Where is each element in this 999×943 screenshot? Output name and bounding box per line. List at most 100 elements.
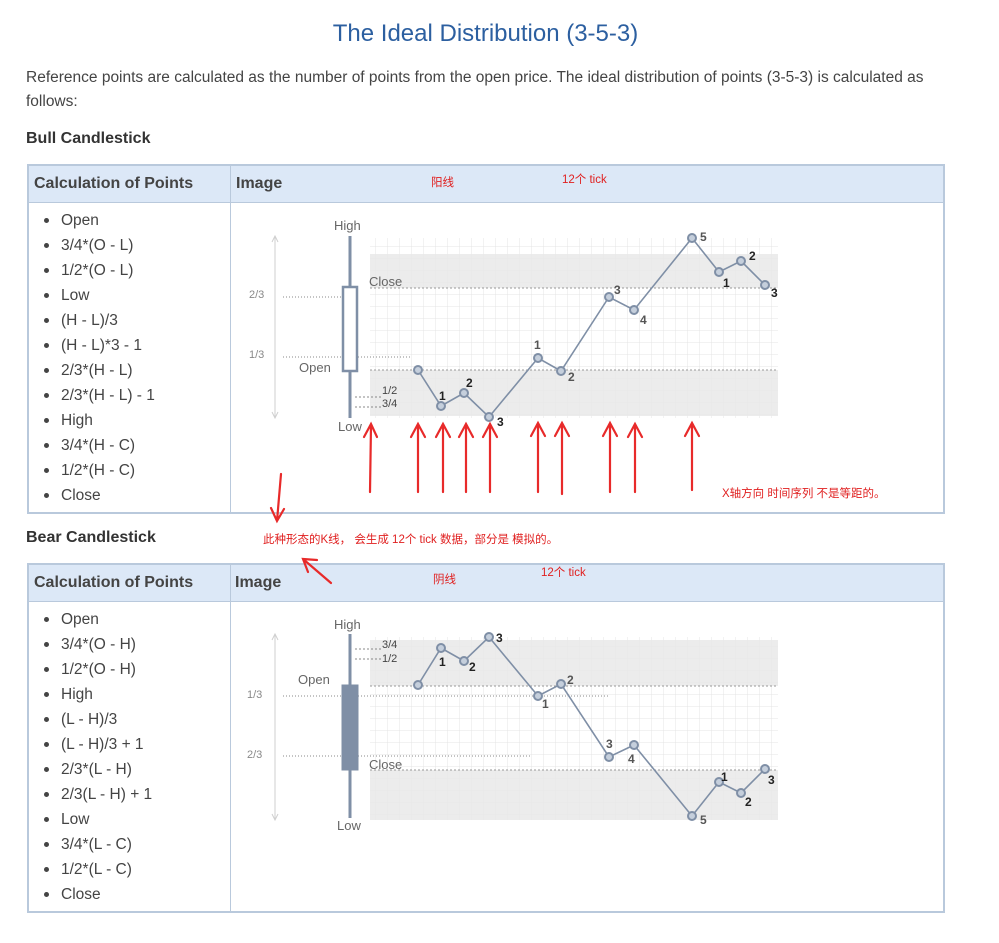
bull-point — [629, 305, 639, 315]
list-item: 2/3(L - H) + 1 — [41, 782, 152, 807]
list-item: 3/4*(O - H) — [41, 632, 152, 657]
bull-point — [736, 256, 746, 266]
list-item: Open — [41, 208, 155, 233]
bull-point-label: 3 — [497, 415, 504, 429]
bull-point-open — [413, 365, 423, 375]
list-item: 3/4*(L - C) — [41, 832, 152, 857]
bear-point-label: 3 — [768, 773, 775, 787]
bull-open-label: Open — [299, 360, 331, 375]
bull-range-arrow-up — [271, 234, 279, 243]
bull-point — [484, 412, 494, 422]
list-item: Open — [41, 607, 152, 632]
list-item: Close — [41, 882, 152, 907]
bull-chart: 2/3 1/3 High Low Open Close 1/2 3/4 1 2 … — [249, 218, 778, 434]
bear-point-open — [413, 680, 423, 690]
bear-heading: Bear Candlestick — [26, 529, 156, 546]
bull-point-label: 3 — [771, 286, 778, 300]
bull-col-image-header: Image — [236, 175, 283, 192]
bull-point — [604, 292, 614, 302]
list-item: 2/3*(H - L) — [41, 358, 155, 383]
list-item: (H - L)/3 — [41, 308, 155, 333]
list-item: 3/4*(O - L) — [41, 233, 155, 258]
bull-point-label: 2 — [568, 370, 575, 384]
list-item: 1/2*(L - C) — [41, 857, 152, 882]
bear-point-label: 4 — [628, 752, 635, 766]
page-title: The Ideal Distribution (3-5-3) — [332, 20, 639, 47]
bear-point-label: 3 — [496, 631, 503, 645]
list-item: (L - H)/3 + 1 — [41, 732, 152, 757]
bull-point-label: 5 — [700, 230, 707, 244]
bull-high-label: High — [334, 218, 361, 233]
bull-point — [556, 366, 566, 376]
bull-point — [436, 401, 446, 411]
bear-high-label: High — [334, 617, 361, 632]
bear-point — [533, 691, 543, 701]
bear-chart: 1/3 2/3 High Low Open Close 3/4 1/2 1 2 … — [247, 617, 778, 833]
list-item: Close — [41, 483, 155, 508]
list-item: (H - L)*3 - 1 — [41, 333, 155, 358]
bear-point — [736, 788, 746, 798]
bear-point — [687, 811, 697, 821]
bull-table-header: Calculation of Points Image — [29, 166, 943, 203]
bear-range-arrow-down — [271, 813, 279, 822]
bull-point-label: 1 — [439, 389, 446, 403]
bull-close-label: Close — [369, 274, 402, 289]
bear-point-label: 2 — [567, 673, 574, 687]
annotation-kline-note: 此种形态的K线， 会生成 12个 tick 数据，部分是 模拟的。 — [263, 534, 559, 546]
bear-close-label: Close — [369, 757, 402, 772]
list-item: Low — [41, 807, 152, 832]
bear-point — [436, 643, 446, 653]
bull-frac-bottom-label: 1/3 — [249, 349, 264, 361]
bull-heading: Bull Candlestick — [26, 130, 151, 147]
bear-candle-body — [341, 684, 359, 771]
bull-low-label: Low — [338, 419, 362, 434]
list-item: 3/4*(H - C) — [41, 433, 155, 458]
list-item: 1/2*(O - H) — [41, 657, 152, 682]
bear-close-band — [370, 770, 778, 820]
bear-table-header: Calculation of Points Image — [29, 565, 943, 602]
bear-point — [459, 656, 469, 666]
bull-point-label: 4 — [640, 313, 647, 327]
annotation-bear-label: 阴线 — [433, 574, 456, 586]
bull-point-label: 1 — [723, 276, 730, 290]
annotation-bull-label: 阳线 — [431, 177, 454, 189]
bull-point-label: 2 — [466, 376, 473, 390]
bear-col-image-header: Image — [235, 574, 282, 591]
bear-point-label: 2 — [745, 795, 752, 809]
bear-low-label: Low — [337, 818, 361, 833]
bear-point — [714, 777, 724, 787]
intro-paragraph: Reference points are calculated as the n… — [26, 69, 924, 110]
list-item: 1/2*(O - L) — [41, 258, 155, 283]
list-item: 1/2*(H - C) — [41, 458, 155, 483]
bear-three-quarter-label: 3/4 — [382, 639, 397, 651]
bull-point-label: 2 — [749, 249, 756, 263]
bear-point — [484, 632, 494, 642]
list-item: 2/3*(H - L) - 1 — [41, 383, 155, 408]
bull-three-quarter-label: 3/4 — [382, 398, 397, 410]
bear-point-label: 3 — [606, 737, 613, 751]
bear-range-arrow-up — [271, 632, 279, 641]
bear-frac-bottom-label: 2/3 — [247, 749, 262, 761]
bull-point — [714, 267, 724, 277]
bear-open-label: Open — [298, 672, 330, 687]
list-item: High — [41, 682, 152, 707]
bear-column-divider — [230, 565, 231, 911]
annotation-bear-ticks: 12个 tick — [541, 567, 586, 579]
bull-column-divider — [230, 166, 231, 512]
bear-point — [760, 764, 770, 774]
list-item: Low — [41, 283, 155, 308]
bull-col-calc-header: Calculation of Points — [34, 175, 194, 192]
bull-point — [459, 388, 469, 398]
bear-point — [556, 679, 566, 689]
bear-point-label: 1 — [439, 655, 446, 669]
bull-point — [760, 280, 770, 290]
list-item: (L - H)/3 — [41, 707, 152, 732]
bull-range-arrow-down — [271, 411, 279, 420]
annotation-bull-ticks: 12个 tick — [562, 174, 607, 186]
bear-point-label: 5 — [700, 813, 707, 827]
bear-point-label: 1 — [721, 770, 728, 784]
bull-half-label: 1/2 — [382, 385, 397, 397]
bear-half-label: 1/2 — [382, 653, 397, 665]
bull-point-label: 3 — [614, 283, 621, 297]
annotation-x-axis-note: X轴方向 时间序列 不是等距的。 — [722, 488, 886, 500]
